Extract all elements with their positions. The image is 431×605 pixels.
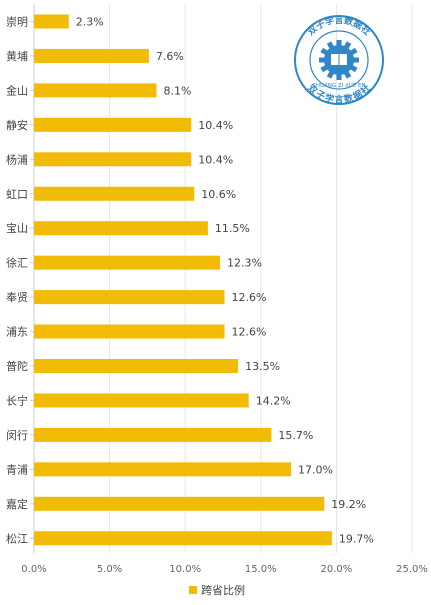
x-tick-label: 25.0% <box>396 564 428 575</box>
bar <box>34 221 208 236</box>
bar <box>34 186 195 201</box>
bar-value-label: 12.6% <box>232 291 267 304</box>
bar <box>34 255 220 270</box>
watermark-inner-ring <box>309 30 369 90</box>
category-label: 徐汇 <box>6 256 28 270</box>
legend-label: 跨省比例 <box>201 583 245 597</box>
category-label: 杨浦 <box>6 152 28 166</box>
category-label: 金山 <box>6 83 28 97</box>
gear-icon <box>319 40 359 80</box>
bar <box>34 290 225 305</box>
x-tick-label: 15.0% <box>245 564 277 575</box>
gear-tooth <box>336 74 342 80</box>
bar-value-label: 19.7% <box>339 532 374 545</box>
bar-value-label: 10.6% <box>201 188 236 201</box>
category-label: 黄埔 <box>6 49 28 63</box>
bar <box>34 427 272 442</box>
bar-value-label: 10.4% <box>198 119 233 132</box>
bar-value-label: 14.2% <box>256 394 291 407</box>
gear-tooth <box>336 40 342 46</box>
bar-value-label: 12.3% <box>227 257 262 270</box>
bar-value-label: 12.6% <box>232 326 267 339</box>
category-label: 松江 <box>6 531 28 545</box>
bar <box>34 393 249 408</box>
bar <box>34 462 292 477</box>
legend-swatch <box>189 586 197 594</box>
bar-value-label: 15.7% <box>278 429 313 442</box>
bar <box>34 496 325 511</box>
category-label: 普陀 <box>6 359 28 373</box>
bar-value-label: 8.1% <box>163 84 191 97</box>
category-label: 长宁 <box>6 393 28 407</box>
x-tick-label: 5.0% <box>97 564 122 575</box>
gear-tooth <box>353 57 359 63</box>
category-label: 奉贤 <box>6 290 28 304</box>
x-tick-label: 0.0% <box>21 564 46 575</box>
x-tick-label: 10.0% <box>169 564 201 575</box>
bar-value-label: 2.3% <box>76 16 104 29</box>
category-label: 崇明 <box>6 16 28 29</box>
axis-layer: 0.0% 5.0% 10.0% 15.0% 20.0% 25.0% <box>21 4 428 575</box>
watermark-outer-ring <box>294 15 384 105</box>
gear-tooth <box>319 57 325 63</box>
bar-layer <box>34 14 332 546</box>
label-layer: 崇明 2.3% 黄埔 7.6% 金山 8.1% 静安 10.4% 杨浦 10.4% 虹口 10.6% 宝… <box>6 16 374 546</box>
bar-value-label: 19.2% <box>331 498 366 511</box>
bar-value-label: 10.4% <box>198 153 233 166</box>
category-label: 嘉定 <box>6 497 28 511</box>
x-tick-label: 20.0% <box>321 564 353 575</box>
bar <box>34 83 157 98</box>
bar <box>34 324 225 339</box>
category-label: 青浦 <box>6 463 28 476</box>
bar <box>34 117 192 132</box>
category-label: 闵行 <box>6 428 28 442</box>
bar <box>34 48 149 63</box>
watermark-center-text: SHUANG ZI XUE EN <box>312 83 365 89</box>
bar <box>34 14 69 29</box>
bar-value-label: 13.5% <box>245 360 280 373</box>
category-label: 宝山 <box>6 221 28 235</box>
bar-value-label: 7.6% <box>156 50 184 63</box>
grid-layer <box>109 4 413 553</box>
bar <box>34 152 192 167</box>
bar-value-label: 17.0% <box>298 463 333 476</box>
category-label: 静安 <box>6 118 28 132</box>
category-label: 虹口 <box>6 188 28 201</box>
legend: 跨省比例 <box>189 583 245 597</box>
bar-value-label: 11.5% <box>215 222 250 235</box>
bar <box>34 359 239 373</box>
bar <box>34 531 332 546</box>
watermark-top-text: 双子学言数据社 <box>306 14 374 38</box>
category-label: 浦东 <box>6 326 28 339</box>
